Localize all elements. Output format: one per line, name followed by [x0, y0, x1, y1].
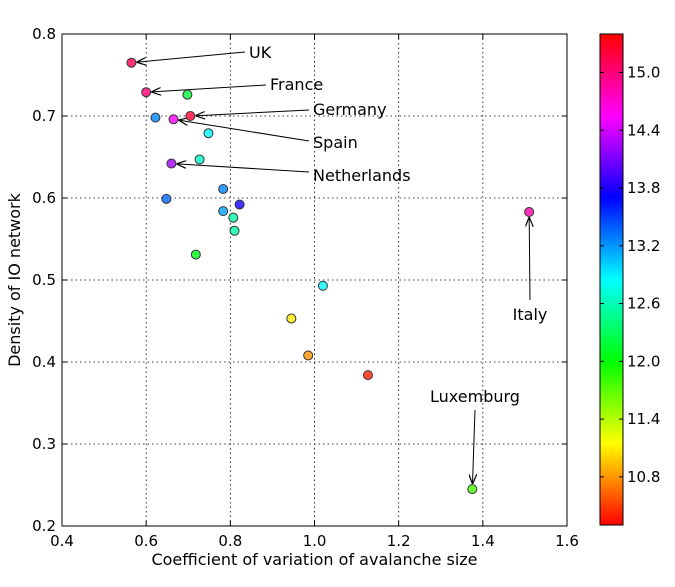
colorbar-gradient — [599, 33, 624, 526]
y-tick-label: 0.4 — [32, 353, 56, 371]
data-point — [203, 128, 214, 139]
annotation-label: Luxemburg — [430, 387, 520, 406]
y-tick-label: 0.7 — [32, 107, 56, 125]
data-point — [141, 87, 152, 98]
annotation-arrow — [137, 51, 246, 62]
x-tick-label: 0.8 — [218, 532, 242, 550]
data-points — [126, 57, 535, 495]
data-point — [467, 484, 478, 495]
data-point — [317, 280, 328, 291]
data-point — [161, 193, 172, 204]
annotation-arrow — [179, 120, 310, 142]
data-point — [218, 206, 229, 217]
data-point — [229, 225, 240, 236]
data-point — [218, 183, 229, 194]
data-point — [182, 89, 193, 100]
data-point — [185, 111, 196, 121]
annotation-arrow — [152, 84, 267, 92]
annotation-label: France — [270, 75, 323, 94]
x-axis-label: Coefficient of variation of avalanche si… — [151, 550, 477, 569]
colorbar-tick-label: 14.4 — [627, 121, 660, 139]
colorbar-tick-label: 15.0 — [627, 64, 660, 82]
x-tick-label: 1.4 — [471, 532, 495, 550]
annotation-arrow — [196, 109, 310, 116]
colorbar-tick-label: 10.8 — [627, 468, 660, 486]
annotation-arrow — [473, 409, 475, 483]
y-tick-label: 0.5 — [32, 271, 56, 289]
data-point — [150, 112, 161, 123]
x-tick-label: 0.6 — [134, 532, 158, 550]
colorbar-tick-label: 13.2 — [627, 237, 660, 255]
colorbar-tick-label: 12.6 — [627, 295, 660, 313]
data-point — [303, 350, 314, 361]
data-point — [166, 158, 177, 169]
x-tick-label: 1.0 — [303, 532, 327, 550]
data-point — [126, 57, 137, 68]
data-point — [228, 212, 239, 223]
data-point — [168, 114, 179, 125]
colorbar: 10.8 11.4 12.0 12.6 13.2 13.8 14.4 15.0 — [599, 33, 660, 526]
y-axis-label: Density of IO network — [5, 192, 24, 367]
data-point — [234, 199, 245, 210]
annotation-label: Spain — [313, 133, 358, 152]
data-point — [286, 313, 297, 324]
data-point — [190, 249, 201, 260]
colorbar-tick-label: 11.4 — [627, 410, 660, 428]
x-tick-label: 0.4 — [50, 532, 74, 550]
x-tick-label: 1.6 — [555, 532, 579, 550]
colorbar-tick-label: 12.0 — [627, 352, 660, 370]
colorbar-ticks: 10.8 11.4 12.0 12.6 13.2 13.8 14.4 15.0 — [600, 64, 660, 486]
annotation-arrow — [529, 218, 530, 301]
colorbar-tick-label: 13.8 — [627, 179, 660, 197]
axis-ticks: 0.4 0.6 0.8 1.0 1.2 1.4 1.6 0.2 0.3 0.4 0.5 0.6 0.7 0… — [32, 25, 579, 550]
y-tick-label: 0.2 — [32, 517, 56, 535]
annotation-label: Netherlands — [313, 166, 411, 185]
annotations: UK France Germany Spain Netherlands Italy Luxe… — [137, 43, 547, 483]
x-tick-label: 1.2 — [387, 532, 411, 550]
data-point — [362, 370, 373, 381]
y-tick-label: 0.8 — [32, 25, 56, 43]
grid-lines — [62, 34, 567, 526]
y-tick-label: 0.6 — [32, 189, 56, 207]
data-point — [194, 154, 205, 165]
annotation-arrow — [177, 164, 310, 173]
y-tick-label: 0.3 — [32, 435, 56, 453]
annotation-label: Italy — [513, 305, 548, 324]
annotation-label: UK — [249, 43, 272, 62]
annotation-label: Germany — [313, 100, 387, 119]
data-point — [524, 206, 535, 217]
